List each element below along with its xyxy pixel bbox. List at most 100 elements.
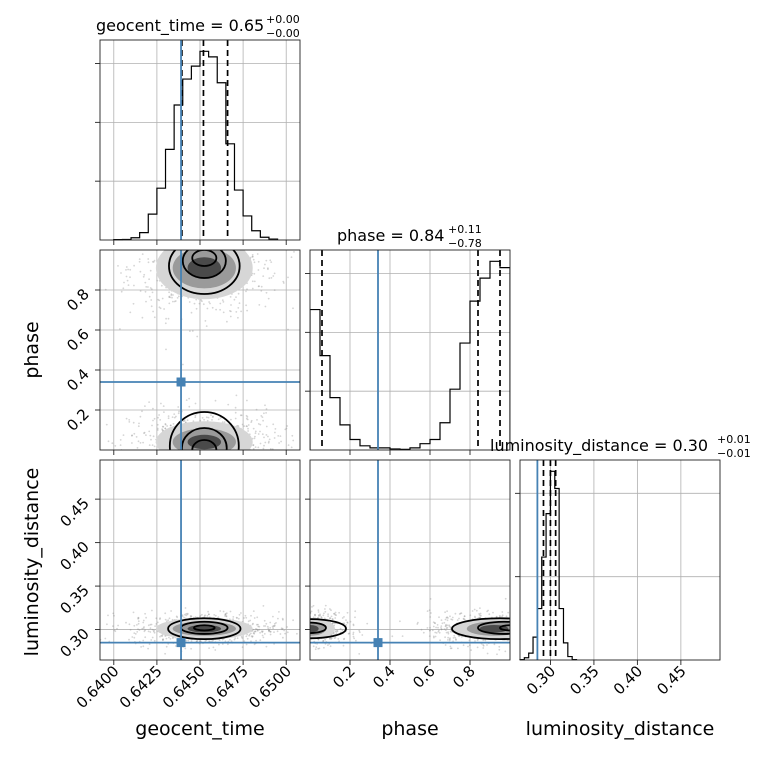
scatter-point: [149, 631, 152, 633]
scatter-point: [278, 463, 280, 465]
scatter-point: [111, 442, 114, 445]
scatter-point: [327, 615, 329, 618]
scatter-point: [127, 284, 130, 286]
scatter-point: [263, 267, 265, 270]
scatter-point: [529, 626, 531, 628]
scatter-point: [305, 627, 307, 629]
scatter-point: [235, 296, 237, 298]
scatter-point: [176, 221, 178, 223]
scatter-point: [516, 641, 518, 643]
scatter-point: [153, 639, 156, 642]
scatter-point: [300, 626, 302, 628]
scatter-point: [446, 610, 448, 613]
scatter-point: [523, 631, 525, 633]
scatter-point: [522, 626, 524, 628]
scatter-point: [297, 620, 299, 622]
scatter-point: [339, 627, 342, 630]
scatter-point: [259, 423, 262, 426]
scatter-point: [150, 438, 152, 441]
scatter-point: [271, 453, 273, 455]
scatter-point: [447, 639, 449, 641]
scatter-point: [229, 638, 231, 641]
scatter-point: [227, 454, 229, 456]
scatter-point: [236, 637, 239, 640]
scatter-point: [167, 244, 169, 246]
y-tick-label: 0.35: [56, 581, 92, 617]
scatter-point: [245, 290, 247, 293]
scatter-point: [323, 612, 325, 615]
scatter-point: [307, 614, 309, 616]
scatter-point: [227, 643, 229, 646]
scatter-point: [257, 623, 259, 626]
scatter-point: [307, 641, 309, 643]
x-tick-label: 0.6425: [116, 662, 166, 712]
scatter-point: [210, 414, 212, 416]
scatter-point: [185, 614, 188, 617]
scatter-point: [301, 622, 303, 624]
scatter-point: [291, 644, 293, 646]
scatter-point: [148, 444, 151, 446]
scatter-point: [226, 453, 228, 455]
scatter-point: [147, 286, 149, 288]
scatter-point: [162, 639, 164, 642]
scatter-point: [212, 415, 214, 418]
scatter-point: [259, 442, 262, 445]
scatter-point: [160, 402, 162, 405]
scatter-point: [132, 611, 135, 614]
scatter-point: [63, 439, 65, 441]
scatter-point: [266, 618, 268, 620]
scatter-point: [307, 632, 309, 634]
scatter-point: [455, 638, 457, 641]
scatter-point: [289, 623, 291, 625]
scatter-point: [221, 421, 224, 423]
scatter-point: [214, 211, 216, 213]
scatter-point: [187, 243, 189, 245]
scatter-point: [195, 461, 197, 463]
scatter-point: [129, 461, 131, 463]
scatter-point: [127, 268, 129, 271]
scatter-point: [515, 630, 517, 632]
contour-line: [167, 617, 242, 641]
scatter-point: [164, 635, 167, 637]
scatter-point: [266, 462, 268, 464]
scatter-point: [196, 242, 198, 244]
scatter-point: [291, 623, 293, 625]
scatter-point: [275, 622, 277, 624]
scatter-point: [197, 246, 199, 248]
y-tick-label: 0.6: [63, 325, 93, 355]
scatter-point: [305, 632, 307, 634]
scatter-point: [342, 644, 345, 647]
scatter-point: [217, 474, 219, 476]
scatter-point: [153, 259, 156, 262]
scatter-point: [267, 435, 269, 438]
scatter-point: [333, 612, 336, 615]
scatter-point: [164, 427, 167, 430]
scatter-point: [266, 615, 268, 617]
scatter-point: [291, 628, 293, 630]
scatter-point: [139, 270, 142, 273]
scatter-point: [246, 633, 249, 636]
scatter-point: [211, 457, 213, 459]
scatter-point: [347, 632, 350, 635]
scatter-point: [213, 220, 215, 222]
scatter-point: [518, 625, 520, 627]
scatter-point: [175, 248, 177, 250]
scatter-point: [511, 633, 513, 635]
scatter-point: [256, 419, 258, 421]
scatter-point: [239, 414, 242, 417]
scatter-point: [301, 632, 303, 634]
scatter-point: [540, 626, 542, 628]
scatter-point: [153, 631, 156, 634]
scatter-point: [546, 634, 548, 636]
scatter-point: [514, 638, 516, 640]
scatter-point: [227, 242, 229, 244]
scatter-point: [190, 240, 192, 242]
scatter-point: [143, 431, 146, 434]
scatter-point: [168, 296, 171, 298]
scatter-point: [337, 638, 340, 640]
scatter-point: [233, 298, 236, 301]
scatter-point: [241, 646, 244, 649]
scatter-point: [168, 302, 171, 305]
scatter-point: [160, 236, 162, 238]
scatter-point: [303, 613, 305, 615]
